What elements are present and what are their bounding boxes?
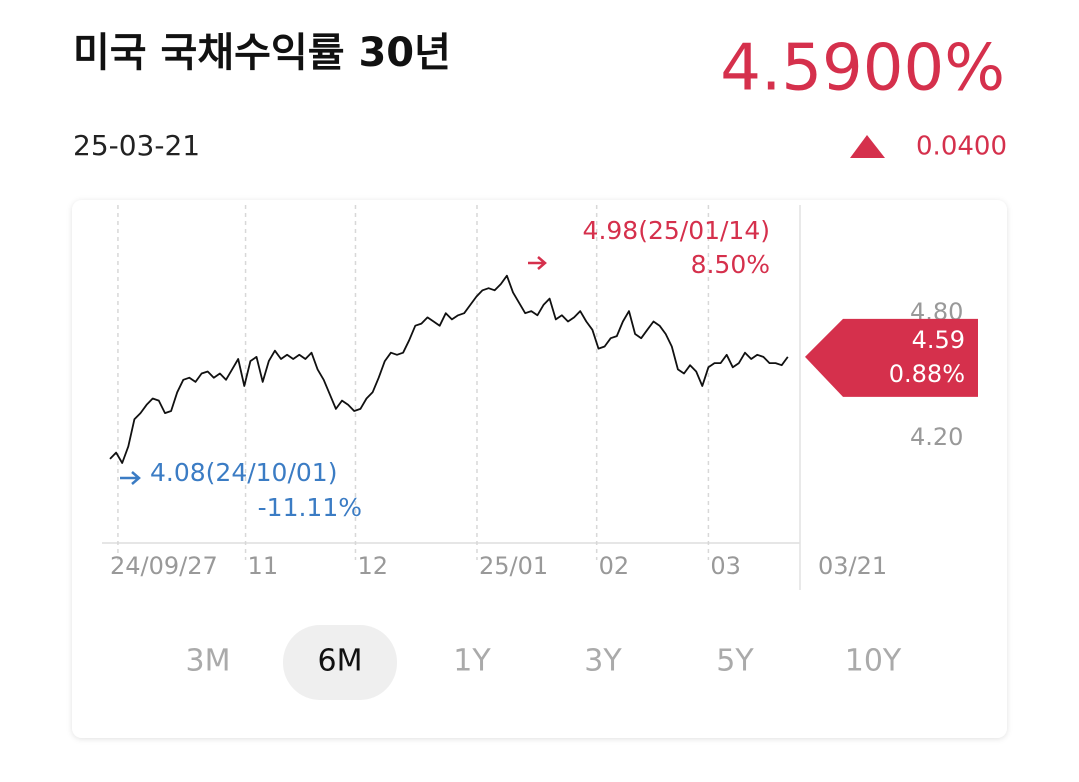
up-triangle xyxy=(850,135,885,158)
max-change: 8.50% xyxy=(691,250,770,279)
x-tick-label: 24/09/27 xyxy=(110,552,218,580)
title: 미국 국채수익률 30년 xyxy=(73,30,451,76)
price: 4.5900% xyxy=(720,32,1005,106)
date: 25-03-21 xyxy=(73,129,200,162)
current-label: 4.59 xyxy=(912,326,965,354)
x-tick-label: 02 xyxy=(599,552,630,580)
y-tick-label: 4.20 xyxy=(910,423,963,451)
range-button-label: 10Y xyxy=(845,644,902,679)
current-change: 0.88% xyxy=(889,360,965,388)
range-button[interactable]: 3Y xyxy=(584,644,622,679)
range-button-label: 3Y xyxy=(584,644,622,679)
min-arrow xyxy=(120,471,141,485)
range-button-bg xyxy=(283,625,397,700)
range-button-label: 5Y xyxy=(716,644,754,679)
card xyxy=(72,200,1007,738)
change: 0.0400 xyxy=(916,132,1007,162)
range-button[interactable]: 1Y xyxy=(453,644,491,679)
x-tick-label: 25/01 xyxy=(479,552,548,580)
range-button[interactable]: 3M xyxy=(186,644,231,679)
max-label: 4.98(25/01/14) xyxy=(583,216,770,245)
x-tick-label: 11 xyxy=(248,552,279,580)
x-tick-label: 12 xyxy=(357,552,388,580)
range-button[interactable]: 6M xyxy=(283,625,397,700)
price-line xyxy=(109,274,789,464)
x-tick-label: 03 xyxy=(710,552,741,580)
range-button[interactable]: 5Y xyxy=(716,644,754,679)
range-button-label: 3M xyxy=(186,644,231,679)
range-button-label: 1Y xyxy=(453,644,491,679)
range-button-label: 6M xyxy=(318,644,363,679)
max-arrow xyxy=(528,256,547,270)
min-label: 4.08(24/10/01) xyxy=(150,458,337,487)
range-button[interactable]: 10Y xyxy=(845,644,902,679)
current-tag xyxy=(805,318,978,397)
min-change: -11.11% xyxy=(258,493,362,522)
x-tick-label: 03/21 xyxy=(818,552,887,580)
